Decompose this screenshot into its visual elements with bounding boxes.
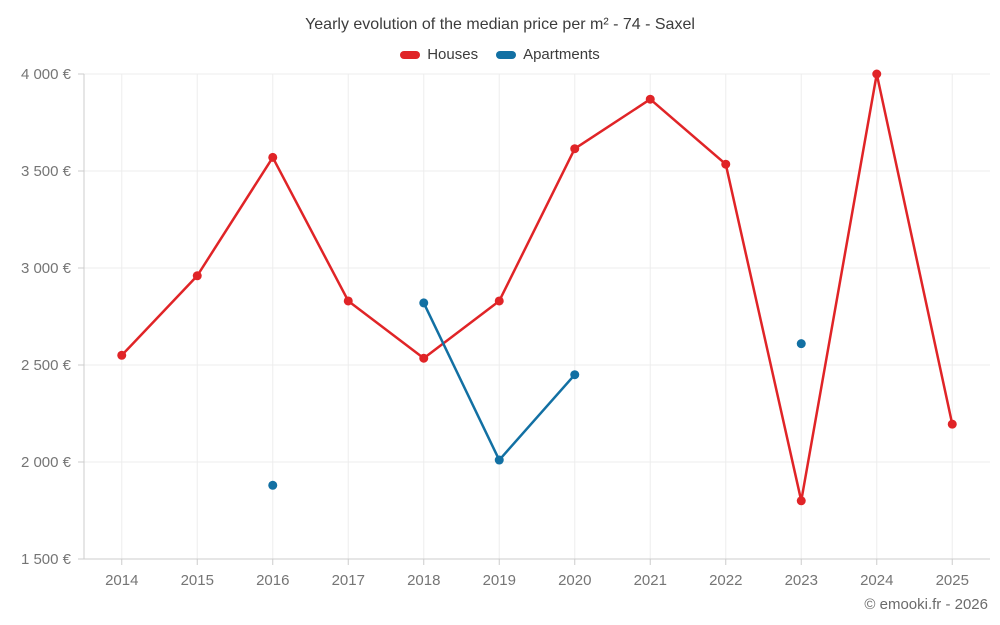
data-point-houses-2024[interactable] xyxy=(872,69,882,79)
data-point-houses-2014[interactable] xyxy=(117,350,127,360)
x-tick-label: 2022 xyxy=(709,572,742,589)
legend-item-houses[interactable]: Houses xyxy=(400,46,478,63)
x-tick-label: 2024 xyxy=(860,572,893,589)
data-point-houses-2021[interactable] xyxy=(645,94,655,104)
data-point-houses-2019[interactable] xyxy=(494,296,504,306)
data-point-apartments-2019[interactable] xyxy=(494,455,504,465)
x-tick-label: 2014 xyxy=(105,572,138,589)
data-point-houses-2022[interactable] xyxy=(721,159,731,169)
data-point-houses-2018[interactable] xyxy=(419,353,429,363)
x-tick-label: 2018 xyxy=(407,572,440,589)
houses-legend-swatch-icon xyxy=(400,50,421,59)
legend-label-apartments: Apartments xyxy=(523,46,600,63)
data-point-houses-2015[interactable] xyxy=(192,271,202,281)
x-tick-label: 2021 xyxy=(634,572,667,589)
data-point-houses-2016[interactable] xyxy=(268,152,278,162)
data-point-apartments-2016[interactable] xyxy=(268,480,278,490)
x-tick-label: 2019 xyxy=(483,572,516,589)
chart-title: Yearly evolution of the median price per… xyxy=(305,16,695,33)
legend-label-houses: Houses xyxy=(427,46,479,63)
data-point-houses-2023[interactable] xyxy=(796,496,806,506)
data-point-apartments-2018[interactable] xyxy=(419,298,429,308)
data-point-apartments-2020[interactable] xyxy=(570,370,580,380)
y-tick-label: 3 000 € xyxy=(21,260,72,277)
y-tick-label: 3 500 € xyxy=(21,163,72,180)
y-tick-label: 2 000 € xyxy=(21,454,72,471)
x-tick-label: 2015 xyxy=(181,572,214,589)
x-tick-label: 2023 xyxy=(785,572,818,589)
y-tick-label: 1 500 € xyxy=(21,551,72,568)
x-tick-label: 2016 xyxy=(256,572,289,589)
attribution-link[interactable]: © emooki.fr - 2026 xyxy=(864,596,988,613)
data-point-apartments-2023[interactable] xyxy=(796,339,806,349)
x-tick-label: 2025 xyxy=(936,572,969,589)
data-point-houses-2017[interactable] xyxy=(343,296,353,306)
data-point-houses-2020[interactable] xyxy=(570,144,580,154)
apartments-legend-swatch-icon xyxy=(496,50,517,59)
series-line-houses xyxy=(120,72,954,503)
data-point-houses-2025[interactable] xyxy=(947,419,957,429)
y-tick-label: 4 000 € xyxy=(21,66,72,83)
y-tick-label: 2 500 € xyxy=(21,357,72,374)
x-tick-label: 2020 xyxy=(558,572,591,589)
legend-item-apartments[interactable]: Apartments xyxy=(496,46,600,63)
chart-legend: Houses Apartments xyxy=(0,46,1000,63)
x-tick-label: 2017 xyxy=(332,572,365,589)
